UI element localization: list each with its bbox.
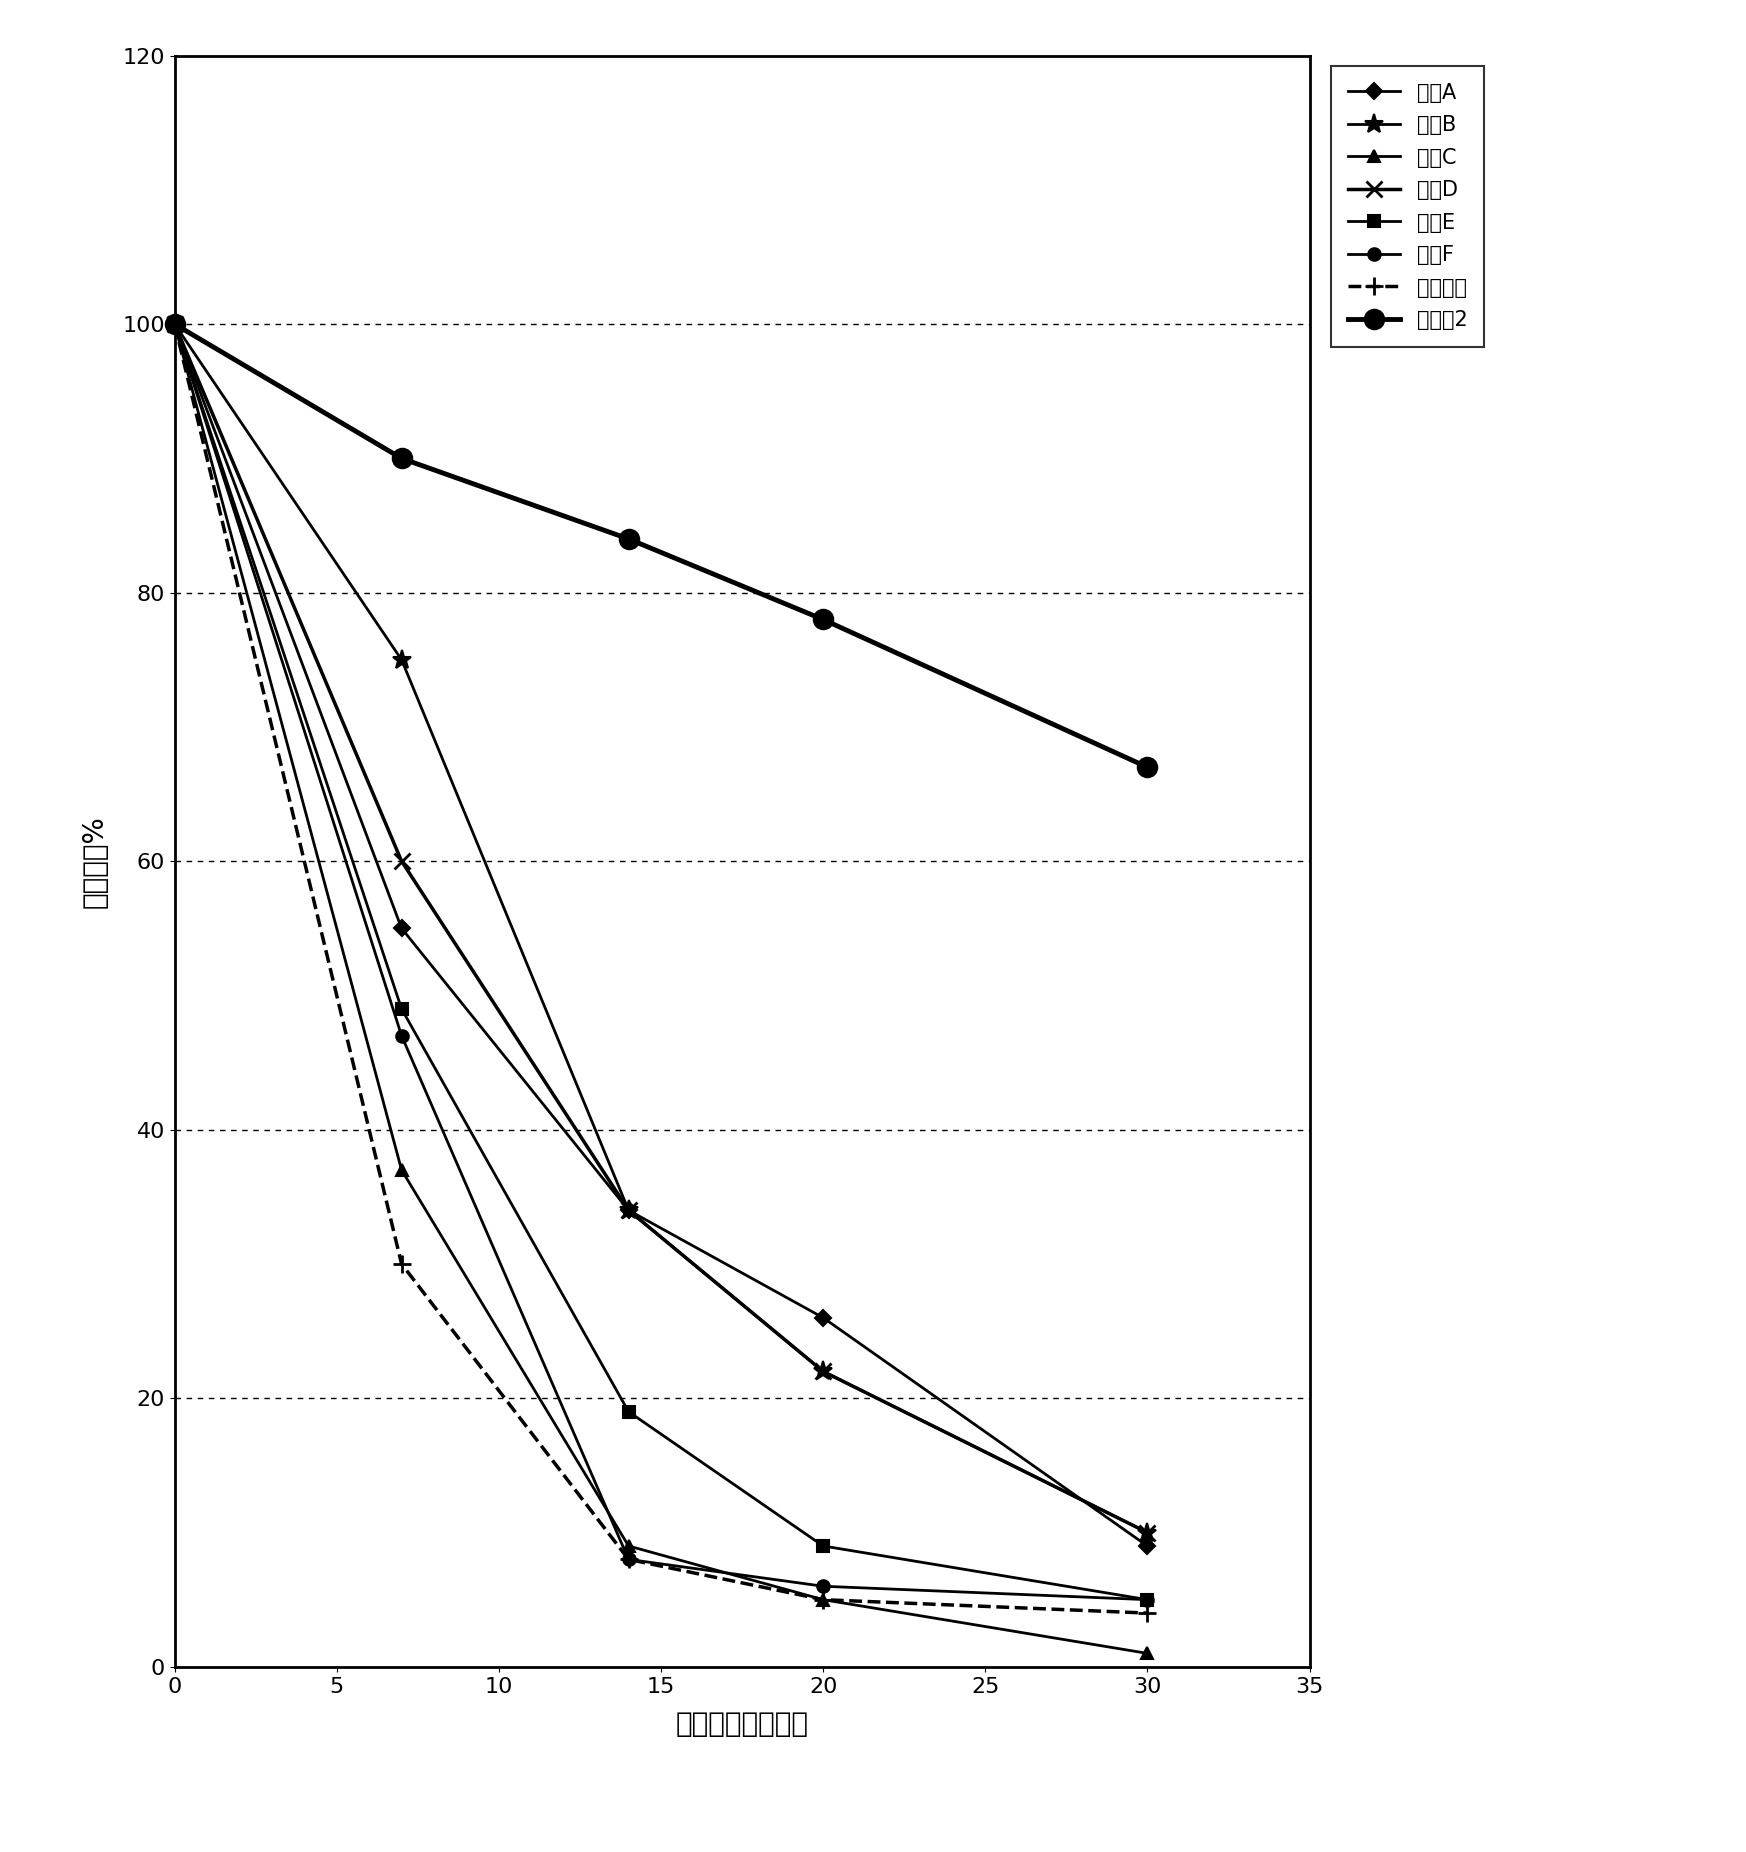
试劉B	[618, 1200, 639, 1222]
试劉C	[164, 313, 185, 335]
Line: 试劉A: 试劉A	[169, 319, 1152, 1552]
实施例2	[1137, 756, 1158, 778]
试劉A	[391, 917, 412, 939]
试劉E	[164, 313, 185, 335]
试劉E	[618, 1400, 639, 1422]
试劉F	[164, 313, 185, 335]
试劉B	[812, 1359, 833, 1382]
试劉F	[391, 1024, 412, 1046]
对照试劉	[391, 1252, 412, 1274]
对照试劉	[618, 1548, 639, 1570]
Line: 试劉D: 试劉D	[168, 317, 1156, 1541]
Legend: 试劉A, 试劉B, 试劉C, 试劉D, 试劉E, 试劉F, 对照试劉, 实施例2: 试劉A, 试劉B, 试劉C, 试劉D, 试劉E, 试劉F, 对照试劉, 实施例2	[1330, 67, 1484, 346]
试劉B	[164, 313, 185, 335]
试劉F	[1137, 1589, 1158, 1611]
试劉A	[618, 1200, 639, 1222]
试劉A	[812, 1308, 833, 1330]
Line: 试劉C: 试劉C	[168, 319, 1154, 1659]
试劉E	[391, 998, 412, 1020]
Line: 试劉F: 试劉F	[168, 319, 1154, 1606]
实施例2	[164, 313, 185, 335]
试劉C	[618, 1535, 639, 1558]
试劉C	[391, 1159, 412, 1182]
Y-axis label: 残存活性%: 残存活性%	[80, 815, 108, 907]
试劉B	[1137, 1522, 1158, 1545]
试劉B	[391, 648, 412, 670]
试劉D	[618, 1200, 639, 1222]
试劉D	[812, 1359, 833, 1382]
Line: 实施例2: 实施例2	[164, 315, 1158, 776]
试劉D	[164, 313, 185, 335]
试劉A	[164, 313, 185, 335]
试劉D	[1137, 1522, 1158, 1545]
对照试劉	[812, 1589, 833, 1611]
X-axis label: 温度负荷期（日）: 温度负荷期（日）	[676, 1711, 808, 1739]
实施例2	[391, 446, 412, 469]
Line: 试劉B: 试劉B	[164, 315, 1158, 1543]
实施例2	[618, 528, 639, 550]
Line: 对照试劉: 对照试劉	[166, 315, 1156, 1622]
试劉F	[812, 1574, 833, 1596]
对照试劉	[1137, 1602, 1158, 1624]
试劉A	[1137, 1535, 1158, 1558]
实施例2	[812, 607, 833, 630]
试劉E	[812, 1535, 833, 1558]
试劉C	[812, 1589, 833, 1611]
Line: 试劉E: 试劉E	[168, 319, 1154, 1606]
试劉F	[618, 1548, 639, 1570]
试劉E	[1137, 1589, 1158, 1611]
对照试劉	[164, 313, 185, 335]
试劉C	[1137, 1643, 1158, 1665]
试劉D	[391, 850, 412, 872]
